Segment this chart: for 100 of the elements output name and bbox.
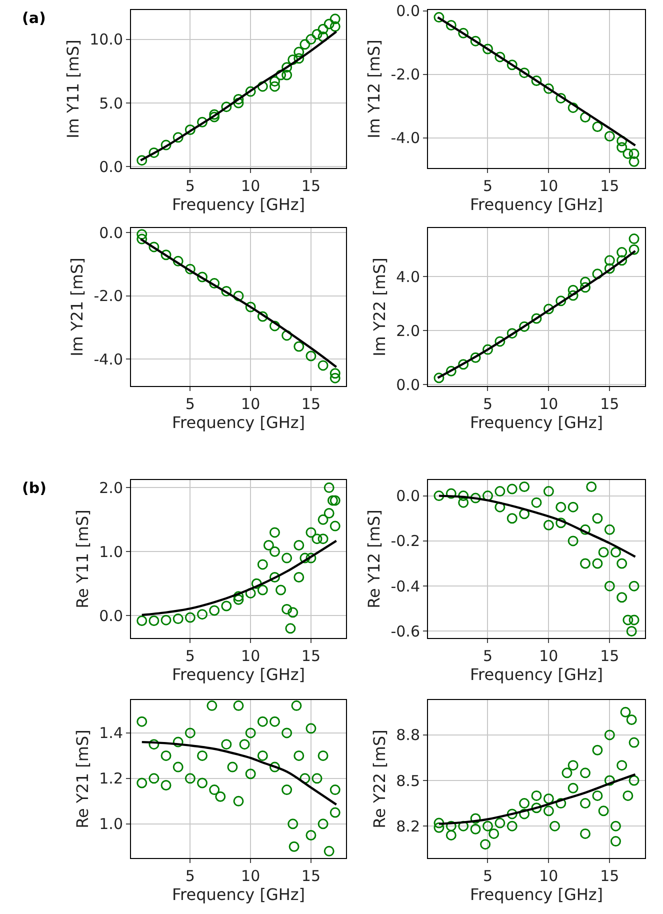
x-axis-title: Frequency [GHz] xyxy=(172,413,306,432)
x-tick-label: 15 xyxy=(600,867,620,885)
point xyxy=(592,122,603,132)
point xyxy=(148,242,160,252)
point xyxy=(568,782,578,794)
point xyxy=(628,614,640,626)
y-axis-title: Re Y12 [mS] xyxy=(364,510,384,608)
point xyxy=(269,320,280,332)
point xyxy=(616,558,628,569)
point xyxy=(233,98,244,108)
point xyxy=(136,155,148,166)
point xyxy=(531,313,542,324)
point xyxy=(245,588,256,598)
point xyxy=(620,706,631,718)
point xyxy=(221,286,232,296)
y-tick-label: 4.0 xyxy=(396,268,420,286)
point xyxy=(580,282,591,293)
point xyxy=(470,824,481,834)
point xyxy=(434,818,444,828)
point xyxy=(330,520,340,532)
y-tick-label: 0.0 xyxy=(396,376,420,394)
x-tick-label: 5 xyxy=(482,647,493,665)
point xyxy=(506,513,518,524)
y-tick-label: 1.4 xyxy=(99,724,123,742)
point xyxy=(330,21,340,32)
point xyxy=(291,700,302,711)
x-tick-label: 5 xyxy=(185,647,195,665)
point xyxy=(330,368,340,379)
point xyxy=(324,482,334,493)
point xyxy=(580,524,591,535)
point xyxy=(294,341,304,352)
point xyxy=(506,60,518,70)
point xyxy=(269,546,280,557)
point xyxy=(172,256,184,266)
point xyxy=(206,700,218,711)
point xyxy=(184,728,196,738)
point xyxy=(568,536,578,546)
point xyxy=(592,513,603,524)
point xyxy=(470,813,481,824)
x-tick-label: 5 xyxy=(482,395,493,413)
point xyxy=(276,70,286,80)
point xyxy=(209,784,220,796)
point xyxy=(197,609,208,620)
point xyxy=(245,302,256,312)
x-tick-label: 15 xyxy=(301,395,321,413)
point xyxy=(285,623,296,634)
y-tick-label: 2.0 xyxy=(99,478,123,497)
point xyxy=(233,290,244,302)
point xyxy=(610,836,621,847)
point xyxy=(306,552,316,564)
point xyxy=(269,81,280,92)
point xyxy=(263,540,274,550)
point xyxy=(494,486,506,497)
point xyxy=(227,762,238,772)
point xyxy=(300,39,310,50)
point xyxy=(480,839,491,850)
point xyxy=(233,796,244,806)
x-tick-label: 15 xyxy=(600,395,620,413)
point xyxy=(580,798,591,809)
point xyxy=(269,527,280,538)
point xyxy=(628,244,640,255)
point xyxy=(330,807,340,818)
point xyxy=(327,495,338,506)
y-tick-label: -0.2 xyxy=(390,532,420,550)
x-axis-title: Frequency [GHz] xyxy=(470,413,604,432)
point xyxy=(519,798,530,809)
point xyxy=(519,482,530,492)
point xyxy=(550,820,560,832)
point xyxy=(604,255,615,266)
point xyxy=(148,615,160,626)
point xyxy=(269,572,280,582)
point xyxy=(239,739,250,750)
y-tick-label: -2.0 xyxy=(94,287,123,306)
point xyxy=(556,296,566,306)
y-tick-label: 0.0 xyxy=(99,158,123,176)
point xyxy=(197,272,208,282)
point xyxy=(482,44,493,54)
point xyxy=(282,604,292,614)
point xyxy=(282,784,292,796)
point xyxy=(318,534,328,544)
point xyxy=(136,716,148,727)
point xyxy=(318,818,328,830)
point xyxy=(221,739,232,750)
point xyxy=(494,502,506,512)
point xyxy=(318,360,328,371)
point xyxy=(197,750,208,761)
point xyxy=(324,18,334,30)
point xyxy=(282,62,292,73)
x-tick-label: 5 xyxy=(185,395,195,413)
point xyxy=(580,768,591,778)
point xyxy=(209,278,220,289)
point xyxy=(148,739,160,750)
y-tick-label: 0.0 xyxy=(99,224,123,242)
point xyxy=(446,366,456,376)
point xyxy=(446,20,456,30)
point xyxy=(592,744,603,756)
y-tick-label: -0.4 xyxy=(390,577,420,596)
point xyxy=(221,600,232,612)
point xyxy=(148,773,160,784)
point xyxy=(257,584,268,596)
